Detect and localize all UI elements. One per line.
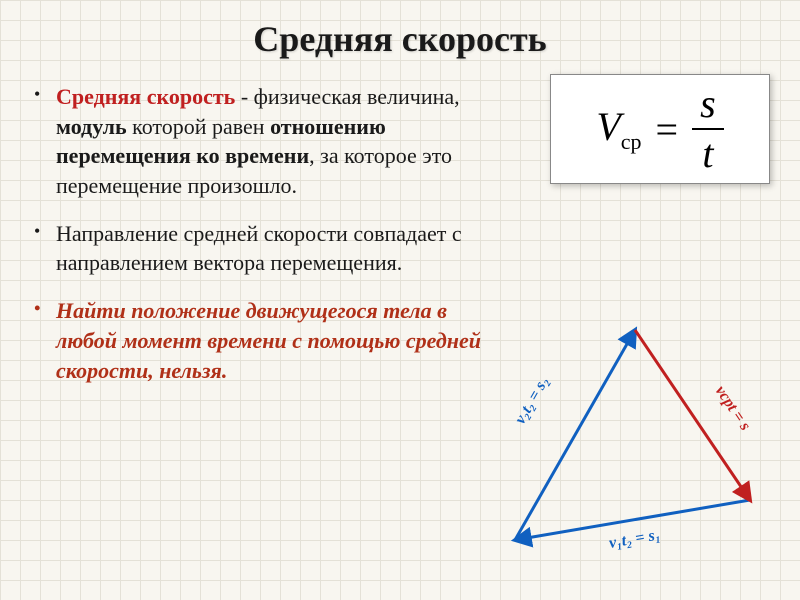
page-title: Средняя скорость — [30, 18, 770, 60]
svg-text:v₁t₂ = s₁: v₁t₂ = s₁ — [608, 526, 662, 552]
text-segment: - физическая величина, — [235, 84, 459, 109]
bullet-item-3: Найти положение движущегося тела в любой… — [30, 296, 510, 385]
svg-text:v₂t₂ = s₂: v₂t₂ = s₂ — [512, 374, 553, 427]
svg-text:vсрt = s: vсрt = s — [712, 383, 754, 434]
equals-sign: = — [656, 106, 679, 153]
formula-box: Vср = s t — [550, 74, 770, 184]
bullet-item-1: Средняя скорость - физическая величина, … — [30, 82, 510, 201]
fraction-denominator: t — [692, 128, 724, 174]
text-segment: Найти положение движущегося тела в любой… — [56, 298, 481, 382]
text-segment: которой равен — [127, 114, 270, 139]
term-highlight: Средняя скорость — [56, 84, 235, 109]
fraction-numerator: s — [692, 84, 724, 128]
triangle-edges — [515, 330, 750, 540]
formula-fraction: s t — [692, 84, 724, 174]
triangle-labels: v₂t₂ = s₂ v₁t₂ = s₁ vсрt = s — [512, 374, 754, 552]
formula-sub: ср — [621, 129, 642, 154]
text-segment: Направление средней скорости совпадает с… — [56, 221, 462, 276]
average-speed-formula: Vср = s t — [596, 84, 723, 174]
bullet-list: Средняя скорость - физическая величина, … — [30, 82, 510, 385]
formula-lhs: Vср — [596, 103, 641, 155]
bold-segment: модуль — [56, 114, 127, 139]
vector-triangle-diagram: v₂t₂ = s₂ v₁t₂ = s₁ vсрt = s — [485, 290, 775, 570]
bullet-item-2: Направление средней скорости совпадает с… — [30, 219, 510, 278]
slide-content: Средняя скорость Средняя скорость - физи… — [0, 0, 800, 600]
formula-v: V — [596, 104, 620, 149]
